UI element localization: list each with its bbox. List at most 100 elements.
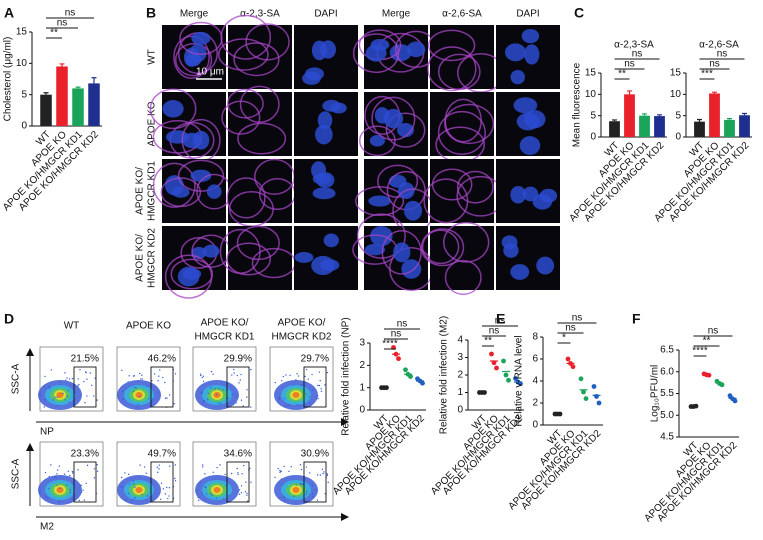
row-label: HMGCR KD2 <box>147 228 158 288</box>
nucleus <box>397 122 415 138</box>
flow-event <box>151 380 153 382</box>
flow-event <box>157 471 159 474</box>
flow-gate <box>303 366 327 408</box>
cell-membrane <box>170 258 214 290</box>
flow-event <box>295 379 297 381</box>
flow-event <box>158 391 160 393</box>
flow-event <box>219 403 222 405</box>
cell-membrane <box>444 259 482 296</box>
flow-event <box>240 373 242 376</box>
flow-event <box>305 393 307 395</box>
flow-event <box>321 468 324 471</box>
flow-event <box>77 385 79 387</box>
y-tick-label: 6 <box>532 354 538 365</box>
flow-event <box>122 398 125 401</box>
bar <box>639 115 650 137</box>
flow-event <box>77 469 79 471</box>
flow-event <box>127 492 130 494</box>
flow-event <box>210 370 213 373</box>
flow-column-title: APOE KO/ <box>201 318 249 329</box>
flow-gate <box>73 461 97 503</box>
flow-event <box>306 490 308 493</box>
flow-event <box>311 373 313 376</box>
y-tick-label: 8 <box>532 332 538 343</box>
flow-event <box>300 483 303 485</box>
flow-event <box>89 372 91 374</box>
flow-event <box>250 481 252 483</box>
flow-event <box>289 374 291 377</box>
flow-event <box>69 488 71 491</box>
cell-membrane <box>160 177 202 208</box>
flow-event <box>244 491 247 493</box>
flow-event <box>310 404 312 406</box>
flow-event <box>235 402 237 404</box>
flow-event <box>232 403 235 406</box>
flow-event <box>65 379 67 381</box>
data-point <box>503 372 509 378</box>
flow-event <box>133 483 135 485</box>
flow-event <box>239 379 241 381</box>
significance-label: ns <box>495 316 506 327</box>
bar <box>724 119 735 137</box>
flow-event <box>132 480 135 482</box>
error-bar <box>627 90 632 95</box>
y-tick-label: 0 <box>359 405 365 416</box>
y-tick-label: 5.5 <box>660 388 674 399</box>
data-point <box>501 358 506 364</box>
data-point <box>596 400 602 406</box>
flow-event <box>209 492 212 495</box>
y-tick-label: 1 <box>359 382 365 393</box>
flow-event <box>43 406 45 408</box>
flow-event <box>211 494 213 497</box>
flow-density <box>56 487 64 493</box>
flow-event <box>245 481 247 483</box>
cell-membrane <box>227 88 264 119</box>
y-axis-label: Log₁₀PFU/ml <box>650 365 661 423</box>
flow-event <box>164 381 166 384</box>
flow-event <box>305 381 307 384</box>
flow-event <box>86 464 89 467</box>
flow-event <box>281 483 283 486</box>
flow-event <box>280 478 283 480</box>
flow-event <box>71 470 74 473</box>
flow-event <box>317 384 319 387</box>
flow-event <box>151 499 154 502</box>
cell-membrane <box>420 228 465 267</box>
flow-event <box>71 498 73 500</box>
gate-percent: 49.7% <box>148 449 176 460</box>
flow-gate <box>150 461 174 503</box>
flow-event <box>299 483 301 485</box>
flow-event <box>290 466 292 468</box>
y-tick-label: 15 <box>16 27 28 38</box>
cell-membrane <box>371 96 416 141</box>
y-tick-label: 5 <box>21 89 27 100</box>
data-point <box>732 398 738 404</box>
flow-density <box>292 487 300 493</box>
flow-event <box>69 501 71 503</box>
panel-label: D <box>4 311 14 327</box>
flow-event <box>246 494 248 496</box>
cell-membrane <box>149 88 197 130</box>
flow-event <box>54 396 56 399</box>
y-tick-label: 3 <box>457 352 463 363</box>
flow-event <box>157 380 159 382</box>
flow-event <box>246 389 248 391</box>
flow-event <box>231 393 233 396</box>
flow-event <box>299 464 302 466</box>
flow-event <box>278 396 281 399</box>
y-tick-label: 1 <box>457 387 463 398</box>
flow-event <box>280 470 282 473</box>
flow-event <box>86 395 88 397</box>
data-point <box>578 376 584 382</box>
flow-event <box>136 407 138 409</box>
nucleus <box>504 43 526 62</box>
flow-event <box>77 378 79 380</box>
flow-density <box>135 392 143 398</box>
column-header: DAPI <box>314 9 337 20</box>
gate-percent: 29.9% <box>224 354 252 365</box>
flow-event <box>96 463 98 466</box>
significance-label: * <box>562 333 566 344</box>
data-point <box>570 364 576 370</box>
flow-event <box>205 493 208 495</box>
nucleus <box>322 99 341 112</box>
